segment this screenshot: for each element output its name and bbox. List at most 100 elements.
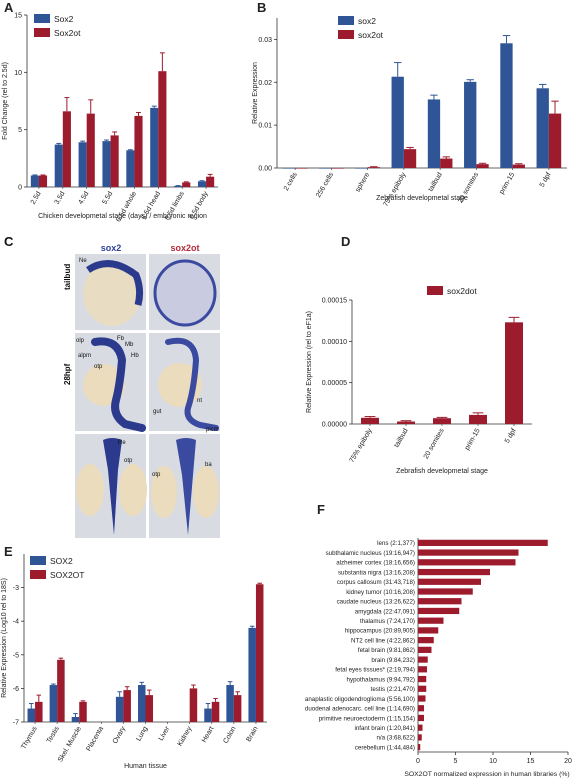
bar <box>418 685 427 692</box>
annot-alpm: alpm <box>78 353 91 359</box>
bar <box>536 88 549 168</box>
bar <box>464 81 477 168</box>
x-tick-label: Thymus <box>20 725 39 750</box>
y-tick-label: brain (9:84,232) <box>371 657 415 664</box>
y-tick-label: duodenal adenocarc. cell line (1:14,690) <box>305 706 415 713</box>
y-tick-label: 0 <box>18 185 22 192</box>
bar <box>418 744 421 751</box>
x-tick-label: 2.5d <box>30 190 43 205</box>
x-tick-label: Placenta <box>85 725 105 752</box>
x-tick-label: 20 somites <box>457 171 480 204</box>
bar <box>469 414 487 424</box>
bar <box>248 627 256 722</box>
y-tick-label: -3 <box>13 585 19 592</box>
bar <box>418 705 424 712</box>
bar <box>158 71 167 187</box>
bar <box>476 164 489 168</box>
bar <box>403 149 417 168</box>
y-tick-label: 0.00005 <box>322 380 347 387</box>
panel-letter-f: F <box>317 502 325 517</box>
x-tick-label: 10 <box>489 758 497 765</box>
bar <box>361 417 379 424</box>
y-tick-label: 0.03 <box>258 37 272 44</box>
y-tick-label: 0.02 <box>258 80 272 87</box>
x-tick-label: Skel. Muscle <box>57 725 83 763</box>
embryo-body <box>155 261 215 325</box>
legend-swatch <box>34 14 50 23</box>
legend-swatch <box>338 30 354 39</box>
x-axis-label: Human tissue <box>124 763 167 770</box>
y-tick-label: lens (2:1,377) <box>377 540 415 547</box>
legend-swatch <box>427 286 443 295</box>
bar <box>86 113 95 187</box>
annot-nt: nt <box>197 398 202 404</box>
bar <box>49 685 58 722</box>
y-tick-label: 0.00000 <box>322 422 347 429</box>
bar <box>418 627 439 634</box>
legend-swatch <box>30 570 46 579</box>
bar <box>35 701 43 722</box>
panel-letter-d: D <box>341 234 350 249</box>
legend-swatch <box>34 28 50 37</box>
bar <box>418 598 462 605</box>
x-tick-label: 256 cells <box>315 171 335 199</box>
x-tick-label: 2 cells <box>283 171 299 192</box>
annot-otp: otp <box>124 458 133 464</box>
bar <box>110 135 119 187</box>
x-tick-label: tailbud <box>427 171 443 192</box>
annot-ba: ba <box>205 462 212 468</box>
bar <box>418 656 428 663</box>
bar <box>54 144 63 187</box>
bar <box>427 99 441 168</box>
y-tick-label: 0.00 <box>258 166 272 173</box>
y-tick-label: caudate nucleus (13:26,622) <box>337 599 415 606</box>
bar <box>505 322 523 424</box>
bar <box>79 701 87 722</box>
yolk-left <box>151 466 177 518</box>
y-tick-label: thalamus (7:24,170) <box>360 618 415 625</box>
x-tick-label: 75% epiboly <box>349 427 374 464</box>
y-tick-label: -6 <box>13 686 19 693</box>
annot-olp: olp <box>76 338 85 344</box>
bar <box>418 588 473 595</box>
x-axis-label: SOX2OT normalized expression in human li… <box>404 771 569 778</box>
bar <box>418 607 460 615</box>
y-tick-label: NT2 cell line (4:22,862) <box>351 637 415 644</box>
annot-mb: Mb <box>125 342 134 348</box>
chart-panel-b: B 0.00 0.01 0.02 0.03 Relative Expression Zebr… <box>252 0 567 208</box>
y-tick-label: -5 <box>13 652 19 659</box>
y-tick-label: testis (2:21,470) <box>371 686 415 693</box>
bar <box>418 724 423 731</box>
bar <box>102 141 111 187</box>
row-label-tailbud: tailbud <box>63 264 72 290</box>
y-axis-label: Fold Change (rel to 2.5d) <box>2 62 9 140</box>
y-axis-label: Relative Expression (rel to eF1a) <box>306 311 313 413</box>
bar <box>391 76 404 168</box>
y-tick-label: alzheimer cortex (18:16,656) <box>336 560 415 567</box>
bar <box>433 418 451 424</box>
y-tick-label: fetal brain (9:81,862) <box>358 647 415 654</box>
bar <box>206 176 215 187</box>
annot-otp: otp <box>94 364 103 370</box>
annot-picm: picm <box>206 427 219 433</box>
bar <box>418 637 434 644</box>
legend-label: SOX2 <box>50 556 73 566</box>
yolk-right <box>193 466 219 518</box>
x-tick-label: Testis <box>46 725 61 744</box>
y-tick-label: 0.00010 <box>322 339 347 346</box>
bar <box>134 115 143 187</box>
x-tick-label: 5 dpf <box>504 427 518 444</box>
bar <box>440 158 453 168</box>
bar <box>137 685 146 722</box>
legend-label: Sox2ot <box>54 28 81 38</box>
sox2ot-staining <box>176 438 196 535</box>
y-tick-label: 10 <box>14 70 22 77</box>
legend-label: Sox2 <box>54 14 74 24</box>
x-tick-label: 5 <box>454 758 458 765</box>
x-axis-label: Zebrafish developmetal stage <box>396 468 488 475</box>
bar <box>331 168 344 169</box>
bar <box>418 578 481 585</box>
bar <box>182 182 191 187</box>
bar <box>295 168 308 169</box>
bar <box>57 659 65 722</box>
